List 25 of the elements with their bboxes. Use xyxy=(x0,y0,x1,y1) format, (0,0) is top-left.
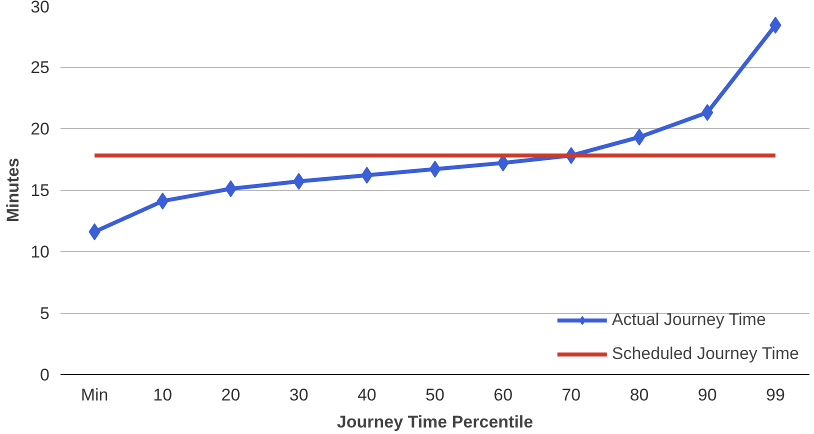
x-tick-label: 10 xyxy=(153,386,172,404)
x-tick-label: 30 xyxy=(289,386,308,404)
x-tick-label: 70 xyxy=(562,386,581,404)
x-tick-label: 20 xyxy=(221,386,240,404)
x-tick-label: Min xyxy=(80,386,108,404)
point xyxy=(292,172,305,190)
x-tick-label: 80 xyxy=(630,386,649,404)
x-axis-title: Journey Time Percentile xyxy=(336,412,534,432)
point xyxy=(224,180,237,198)
y-axis-title: Minutes xyxy=(4,158,23,222)
legend-label: Scheduled Journey Time xyxy=(612,344,799,364)
x-tick-label: 50 xyxy=(426,386,444,404)
legend-label: Actual Journey Time xyxy=(612,310,766,330)
y-tick-label: 30 xyxy=(30,0,50,16)
y-tick-label: 20 xyxy=(30,120,50,138)
y-tick-label: 25 xyxy=(30,58,50,77)
x-tick-label: 40 xyxy=(357,386,376,404)
x-tick-label: 60 xyxy=(494,386,513,404)
x-tick-label: 90 xyxy=(698,386,717,404)
x-tick-label: 99 xyxy=(766,386,785,404)
point xyxy=(633,128,646,146)
y-tick-label: 5 xyxy=(40,304,50,323)
y-tick-label: 15 xyxy=(30,181,50,200)
y-tick-label: 10 xyxy=(30,242,50,262)
y-tick-label: 0 xyxy=(40,366,50,384)
